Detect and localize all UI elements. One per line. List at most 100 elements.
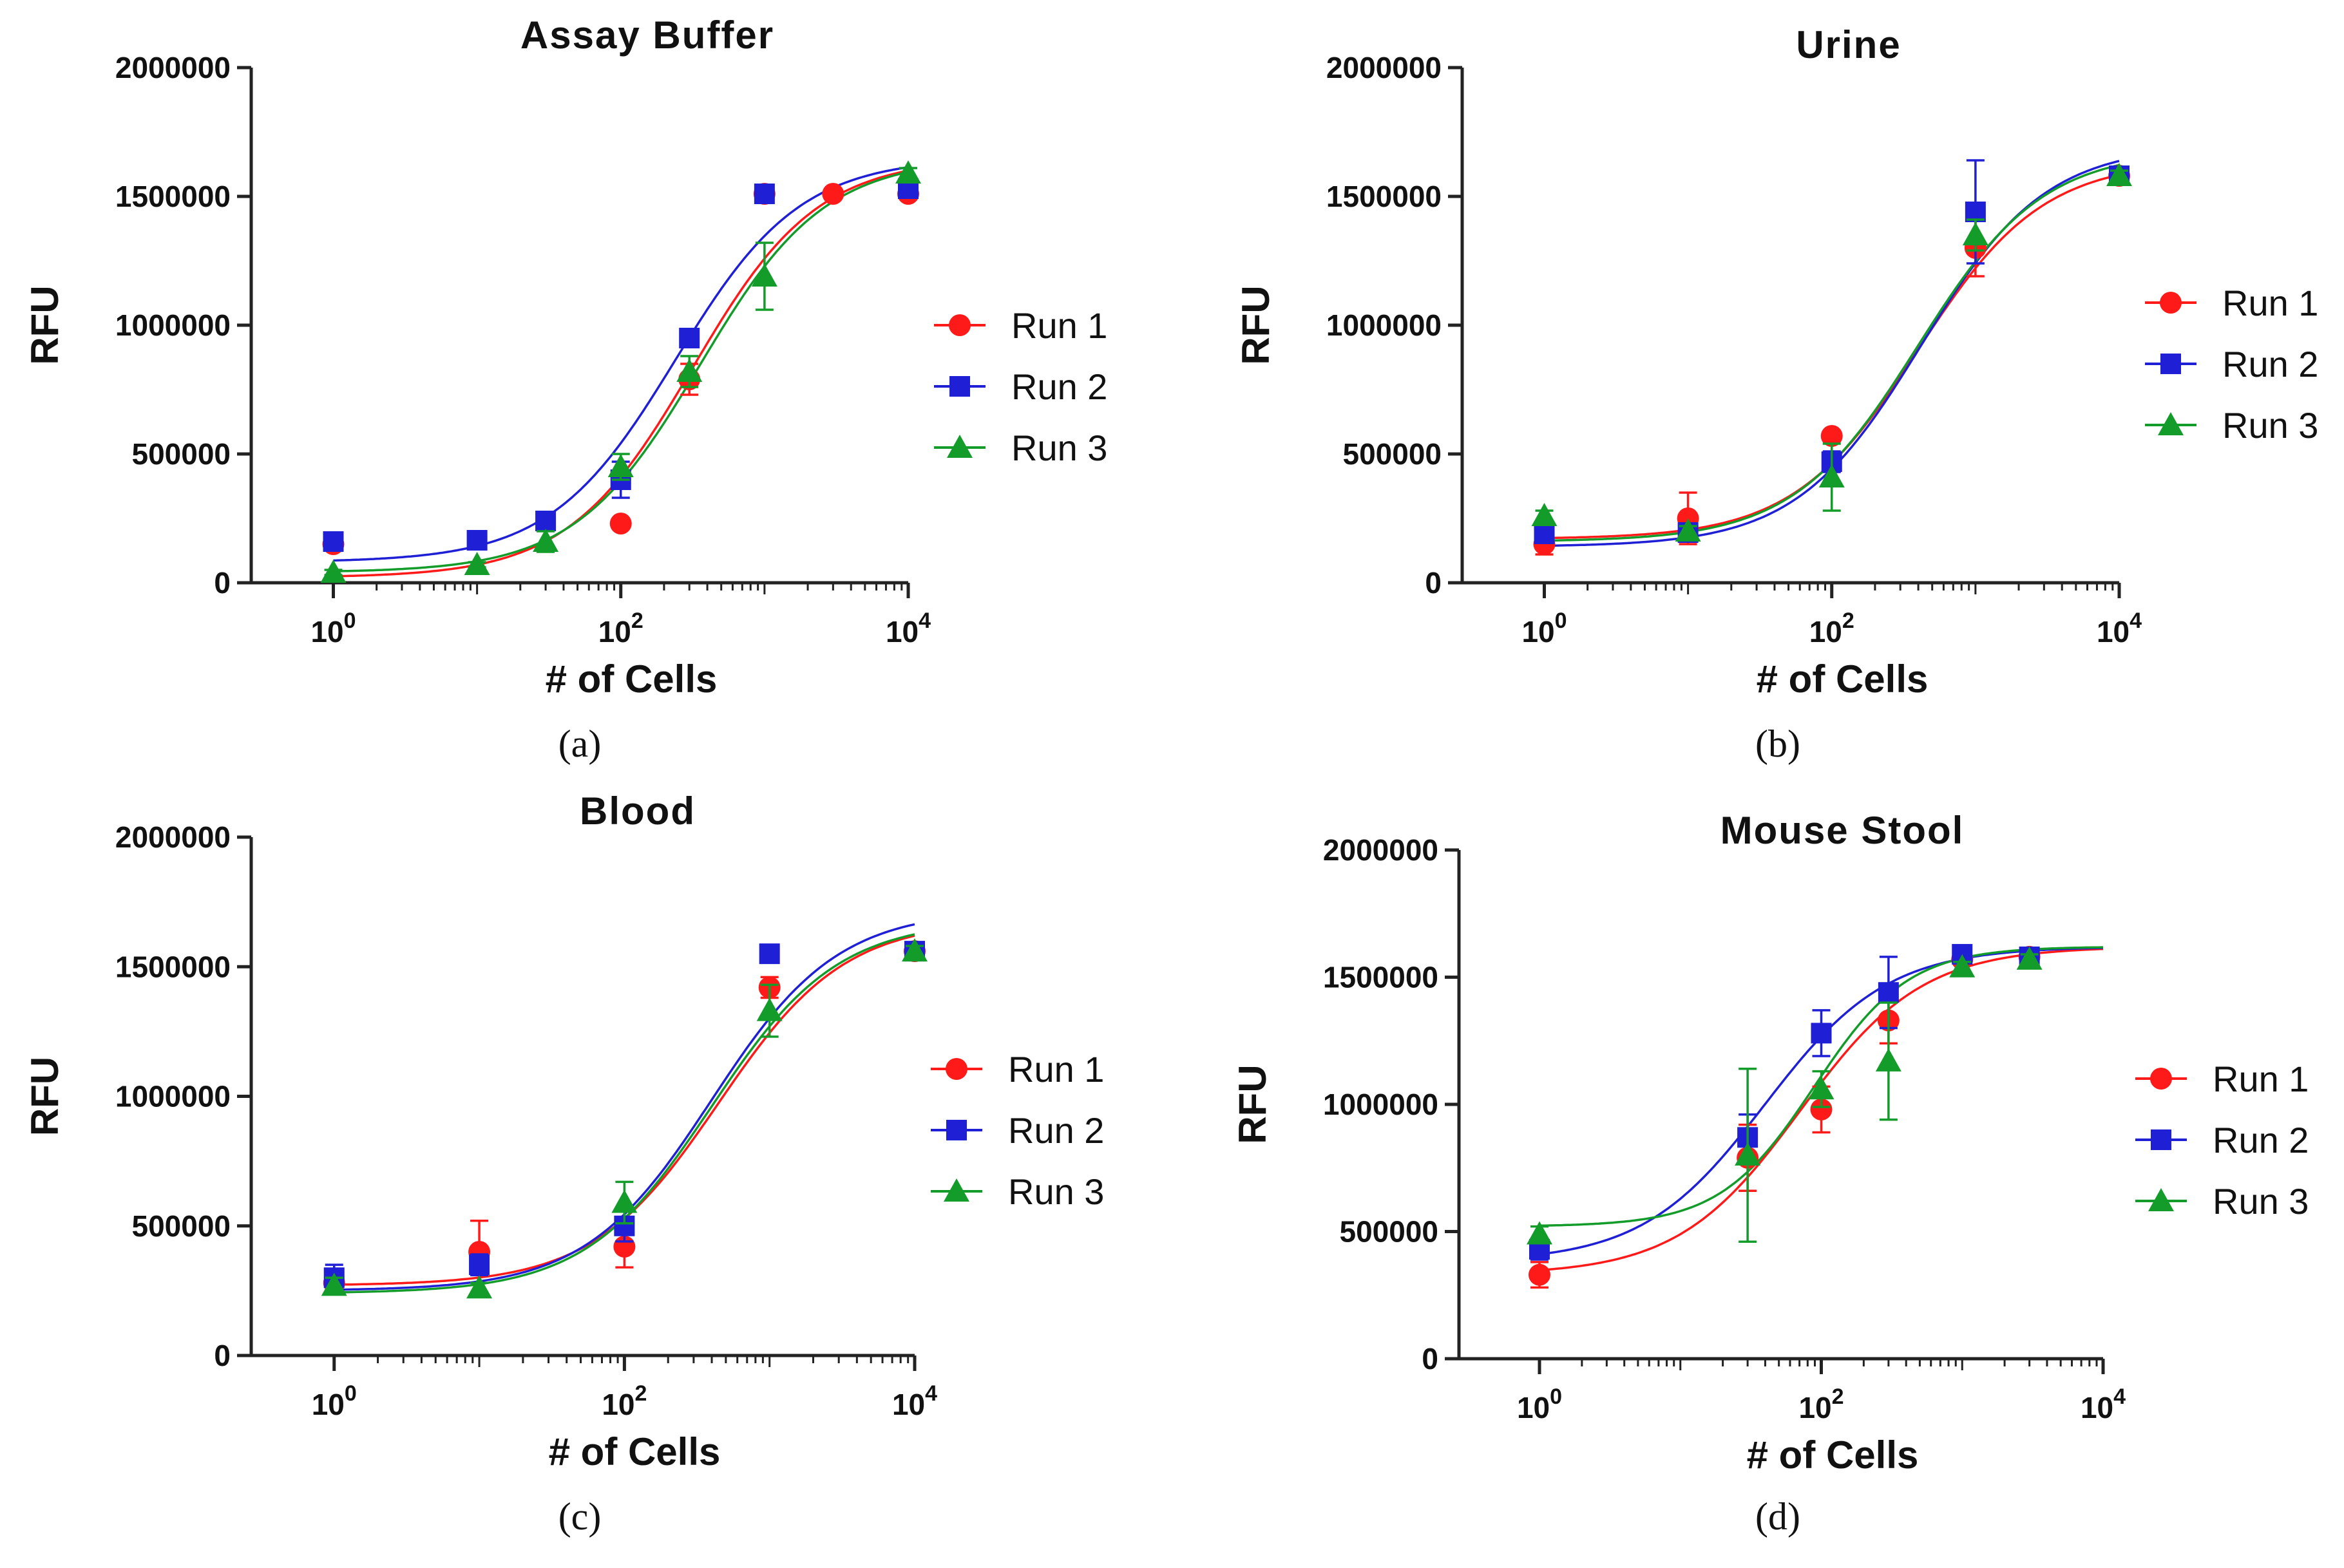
data-point-run-3 (1527, 1221, 1552, 1245)
x-tick-label: 100 (312, 1381, 357, 1421)
data-point-run-1 (822, 183, 844, 205)
y-axis-label: RFU (1231, 1064, 1274, 1144)
legend-marker (2150, 1068, 2172, 1090)
x-tick-base: 10 (1798, 1391, 1831, 1424)
legend-label: Run 3 (2222, 405, 2318, 446)
data-point-run-3 (466, 1275, 493, 1299)
x-tick-exponent: 0 (344, 609, 356, 633)
y-tick-label: 0 (1425, 566, 1442, 600)
legend: Run 1 Run 2 Run 3 (2135, 1059, 2309, 1222)
data-point-run-3 (1875, 1048, 1901, 1072)
x-tick-base: 10 (892, 1388, 925, 1421)
data-point-run-3 (611, 1189, 638, 1213)
y-tick-label: 1000000 (115, 308, 231, 342)
data-point-run-3 (2016, 946, 2043, 970)
data-point-run-3 (320, 560, 347, 583)
legend-marker (949, 314, 971, 336)
data-point-run-3 (895, 160, 921, 184)
x-tick-label: 102 (598, 609, 643, 648)
x-tick-exponent: 4 (925, 1381, 937, 1406)
legend: Run 1 Run 2 Run 3 (2145, 283, 2318, 446)
x-tick-label: 102 (602, 1381, 647, 1421)
y-tick-label: 1000000 (1326, 308, 1442, 342)
legend-label: Run 2 (2213, 1120, 2309, 1160)
fit-curve-run-3 (333, 171, 909, 572)
data-point-run-2 (469, 1254, 490, 1276)
y-tick-label: 1500000 (1323, 961, 1438, 994)
data-point-run-3 (533, 529, 559, 552)
y-tick-label: 500000 (132, 437, 231, 471)
y-tick-label: 1500000 (1326, 180, 1442, 213)
x-tick-exponent: 0 (1555, 609, 1567, 633)
x-tick-label: 104 (2097, 609, 2142, 648)
y-tick-label: 1500000 (115, 950, 231, 983)
x-tick-exponent: 2 (635, 1381, 647, 1406)
x-axis-label: # of Cells (1757, 657, 1929, 701)
data-point-run-2 (754, 184, 775, 204)
data-point-run-3 (1962, 222, 1988, 245)
x-tick-exponent: 4 (2113, 1384, 2126, 1409)
y-axis-label: RFU (23, 1057, 66, 1136)
panel-caption: (a) (558, 723, 602, 765)
x-tick-base: 10 (602, 1388, 634, 1421)
x-axis-label: # of Cells (549, 1430, 721, 1473)
x-tick-base: 10 (2081, 1391, 2113, 1424)
legend-label: Run 1 (1008, 1049, 1104, 1090)
panel-title: Mouse Stool (1720, 809, 1965, 852)
legend: Run 1 Run 2 Run 3 (931, 1049, 1104, 1212)
y-tick-label: 0 (1422, 1342, 1438, 1375)
data-point-run-2 (466, 530, 488, 551)
x-tick-exponent: 0 (345, 1381, 357, 1406)
data-point-run-3 (464, 552, 490, 575)
data-point-run-2 (323, 531, 344, 552)
data-point-run-3 (1675, 518, 1701, 542)
fit-curve-run-2 (333, 165, 909, 562)
x-tick-exponent: 2 (1832, 1384, 1844, 1409)
legend-marker (946, 1058, 967, 1080)
x-tick-label: 100 (310, 609, 356, 648)
legend: Run 1 Run 2 Run 3 (934, 305, 1107, 468)
x-tick-label: 102 (1798, 1384, 1844, 1424)
x-tick-base: 10 (1517, 1391, 1550, 1424)
data-point-run-3 (676, 359, 703, 382)
legend-marker (2151, 1129, 2171, 1150)
legend-marker (944, 1178, 969, 1202)
y-axis-label: RFU (1234, 285, 1277, 364)
x-tick-label: 104 (886, 609, 931, 648)
y-tick-label: 0 (214, 1339, 231, 1372)
data-point-run-3 (1818, 464, 1845, 487)
x-axis-label: # of Cells (546, 657, 718, 701)
x-tick-base: 10 (312, 1388, 345, 1421)
x-tick-base: 10 (310, 615, 343, 648)
data-point-run-3 (607, 454, 634, 477)
legend-marker (949, 376, 970, 397)
data-point-run-2 (1534, 524, 1555, 544)
x-tick-exponent: 4 (919, 609, 931, 633)
data-point-run-2 (679, 328, 700, 348)
x-tick-base: 10 (598, 615, 631, 648)
data-point-run-3 (756, 997, 783, 1021)
y-tick-label: 0 (214, 566, 231, 600)
panel-title: Assay Buffer (520, 14, 774, 57)
y-axis-label: RFU (23, 285, 66, 364)
legend-marker (2158, 412, 2184, 435)
legend-marker (2160, 292, 2182, 314)
x-tick-label: 100 (1517, 1384, 1562, 1424)
y-tick-label: 2000000 (1323, 833, 1438, 867)
x-tick-base: 10 (1521, 615, 1554, 648)
x-tick-base: 10 (886, 615, 919, 648)
data-point-run-3 (2106, 163, 2132, 186)
panel-caption: (d) (1755, 1495, 1800, 1538)
data-point-run-3 (1808, 1076, 1834, 1100)
data-point-run-1 (1529, 1263, 1550, 1286)
x-tick-label: 104 (2081, 1384, 2126, 1424)
x-tick-base: 10 (2097, 615, 2130, 648)
legend-marker (2148, 1188, 2174, 1211)
legend-marker (946, 1120, 967, 1140)
x-tick-label: 104 (892, 1381, 937, 1421)
legend-label: Run 3 (2213, 1181, 2309, 1222)
legend-label: Run 1 (2222, 283, 2318, 323)
